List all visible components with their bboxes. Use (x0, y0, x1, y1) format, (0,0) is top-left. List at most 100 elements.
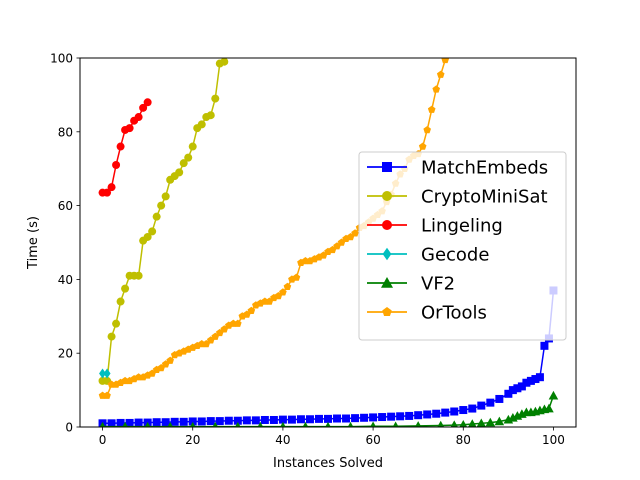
legend-label-cryptominisat: CryptoMiniSat (421, 187, 548, 208)
data-point-cryptominisat (121, 284, 130, 293)
data-point-matchembeds (314, 414, 323, 423)
data-point-matchembeds (351, 414, 360, 423)
data-point-cryptominisat (188, 142, 197, 151)
data-point-ortools (418, 142, 427, 150)
series-line-cryptominisat (102, 60, 225, 382)
data-point-matchembeds (360, 413, 369, 422)
data-point-cryptominisat (143, 232, 152, 241)
y-tick-label: 20 (58, 347, 73, 361)
data-point-matchembeds (468, 404, 477, 413)
legend-label-gecode: Gecode (421, 245, 489, 266)
data-point-matchembeds (233, 416, 242, 425)
data-point-cryptominisat (197, 120, 206, 129)
data-point-matchembeds (170, 417, 179, 426)
data-point-vf2 (99, 421, 106, 427)
data-point-matchembeds (513, 384, 522, 393)
data-point-vf2 (392, 421, 399, 427)
data-point-matchembeds (179, 417, 188, 426)
legend-marker-ortools (382, 307, 392, 317)
data-point-ortools (283, 282, 292, 291)
x-axis-label: Instances Solved (273, 456, 383, 471)
data-point-lingeling (103, 188, 112, 197)
plot-frame (79, 57, 577, 428)
data-point-lingeling (139, 103, 148, 112)
data-point-matchembeds (508, 386, 517, 395)
data-point-vf2 (280, 421, 286, 427)
legend-label-matchembeds: MatchEmbeds (421, 158, 548, 179)
data-point-lingeling (134, 113, 143, 122)
data-point-ortools (292, 273, 301, 281)
data-point-matchembeds (342, 414, 351, 423)
series-matchembeds (98, 286, 558, 427)
data-point-lingeling (143, 98, 152, 107)
data-point-vf2 (167, 421, 174, 427)
data-point-vf2 (370, 421, 377, 427)
data-point-cryptominisat (206, 111, 215, 120)
data-point-matchembeds (188, 417, 197, 426)
data-point-matchembeds (269, 415, 278, 424)
axes-layer: 0 20 40 60 80 100 0 20 40 60 80 100 (50, 52, 565, 448)
y-tick-label: 40 (58, 273, 73, 287)
data-point-cryptominisat (161, 192, 170, 201)
data-point-matchembeds (477, 401, 486, 410)
series-cryptominisat (98, 58, 229, 385)
data-point-vf2 (437, 420, 445, 427)
data-point-vf2 (414, 421, 422, 427)
y-tick-label: 80 (58, 125, 73, 139)
data-point-matchembeds (517, 382, 526, 391)
y-axis-label: Time (s) (26, 216, 41, 270)
data-point-vf2 (189, 421, 196, 427)
x-tick-label: 100 (542, 433, 565, 447)
data-point-cryptominisat (179, 159, 188, 168)
data-point-matchembeds (134, 418, 143, 427)
data-point-ortools (279, 288, 287, 296)
y-tick-label: 0 (65, 421, 73, 435)
legend-label-lingeling: Lingeling (421, 216, 503, 237)
y-tick-label: 60 (58, 199, 73, 213)
data-point-matchembeds (107, 419, 116, 427)
data-point-matchembeds (197, 417, 206, 426)
x-tick-label: 20 (185, 433, 200, 447)
data-point-vf2 (302, 421, 309, 427)
data-point-matchembeds (387, 412, 396, 421)
data-point-gecode (103, 368, 111, 379)
data-point-matchembeds (441, 408, 450, 417)
data-point-vf2 (544, 403, 554, 413)
data-point-matchembeds (535, 373, 544, 382)
data-point-cryptominisat (116, 297, 125, 306)
data-point-matchembeds (251, 416, 260, 425)
legend-marker-matchembeds (382, 162, 392, 172)
data-point-cryptominisat (152, 212, 161, 221)
data-point-matchembeds (260, 415, 269, 424)
data-point-vf2 (494, 416, 505, 426)
x-tick-label: 60 (365, 433, 380, 447)
data-point-matchembeds (305, 415, 314, 424)
data-point-vf2 (212, 421, 219, 427)
data-point-ortools (436, 70, 445, 78)
data-point-cryptominisat (211, 94, 220, 103)
data-point-matchembeds (369, 413, 378, 422)
legend-marker-cryptominisat (382, 191, 392, 201)
data-point-matchembeds (423, 410, 432, 419)
data-point-matchembeds (486, 398, 495, 407)
data-point-cryptominisat (220, 58, 229, 66)
data-point-ortools (351, 229, 359, 237)
legend-marker-vf2 (381, 277, 393, 288)
data-point-ortools (432, 85, 441, 93)
data-point-ortools (166, 356, 174, 364)
data-point-matchembeds (504, 389, 513, 398)
data-point-vf2 (485, 417, 496, 427)
data-point-cryptominisat (184, 153, 193, 162)
data-point-matchembeds (414, 411, 423, 420)
data-point-matchembeds (378, 413, 387, 422)
y-tick-label: 100 (50, 52, 73, 66)
data-point-matchembeds (287, 415, 296, 424)
data-point-cryptominisat (157, 201, 166, 210)
data-point-vf2 (144, 421, 151, 427)
data-point-matchembeds (125, 418, 134, 427)
legend: MatchEmbeds CryptoMiniSat Lingeling Gecode V… (358, 151, 567, 341)
data-point-lingeling (125, 124, 134, 133)
data-point-matchembeds (495, 394, 504, 403)
legend-label-ortools: OrTools (421, 303, 487, 324)
x-tick-label: 40 (275, 433, 290, 447)
